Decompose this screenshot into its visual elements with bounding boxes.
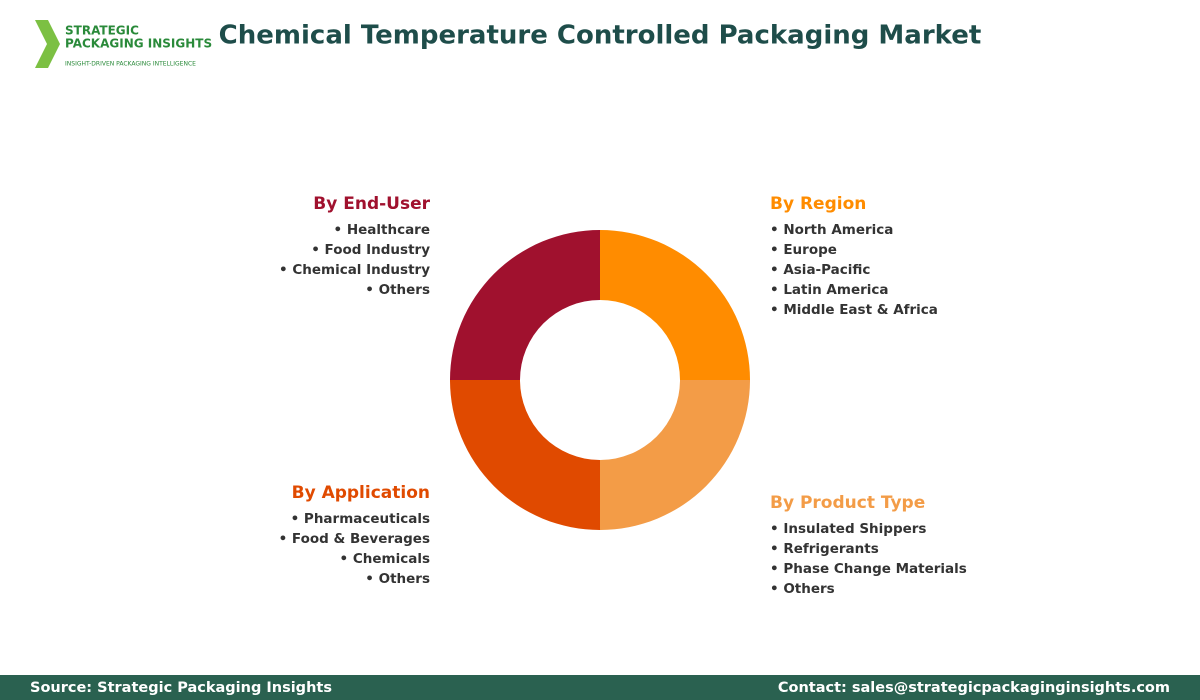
segment-heading: By Product Type bbox=[770, 493, 925, 513]
segment-item: • Food Industry bbox=[311, 242, 430, 258]
donut-segment bbox=[600, 230, 750, 380]
segment-item: • Healthcare bbox=[333, 222, 430, 238]
segment-item: • Europe bbox=[770, 242, 837, 258]
segment-heading: By End-User bbox=[313, 194, 430, 214]
segment-item: • Middle East & Africa bbox=[770, 302, 938, 318]
segment-item: • Pharmaceuticals bbox=[291, 511, 430, 527]
segment-item: • Phase Change Materials bbox=[770, 561, 967, 577]
logo: STRATEGIC PACKAGING INSIGHTS INSIGHT-DRI… bbox=[35, 20, 212, 68]
segment-heading: By Application bbox=[292, 483, 430, 503]
segment-item: • Asia-Pacific bbox=[770, 262, 870, 278]
segment-item: • Chemicals bbox=[340, 551, 430, 567]
segment-item: • North America bbox=[770, 222, 893, 238]
donut bbox=[450, 230, 750, 530]
segment-item: • Latin America bbox=[770, 282, 889, 298]
logo-arrow bbox=[35, 20, 60, 68]
logo-line2: PACKAGING INSIGHTS bbox=[65, 37, 212, 51]
segment-item: • Others bbox=[365, 571, 430, 587]
logo-line1: STRATEGIC bbox=[65, 24, 139, 38]
title: Chemical Temperature Controlled Packagin… bbox=[219, 21, 982, 51]
segment-item: • Others bbox=[770, 581, 835, 597]
segment-item: • Food & Beverages bbox=[279, 531, 430, 547]
footer-contact: Contact: sales@strategicpackaginginsight… bbox=[778, 680, 1170, 696]
segment-item: • Refrigerants bbox=[770, 541, 879, 557]
segment-item: • Insulated Shippers bbox=[770, 521, 926, 537]
donut-segment bbox=[450, 380, 600, 530]
donut-segment bbox=[600, 380, 750, 530]
segments: By End-User • Healthcare • Food Industry • … bbox=[279, 194, 967, 597]
donut-segment bbox=[450, 230, 600, 380]
footer-bar bbox=[0, 675, 1200, 700]
segment-item: • Others bbox=[365, 282, 430, 298]
segment-heading: By Region bbox=[770, 194, 866, 214]
logo-tagline: INSIGHT-DRIVEN PACKAGING INTELLIGENCE bbox=[65, 61, 196, 68]
segment-item: • Chemical Industry bbox=[279, 262, 430, 278]
footer-source: Source: Strategic Packaging Insights bbox=[30, 680, 332, 696]
